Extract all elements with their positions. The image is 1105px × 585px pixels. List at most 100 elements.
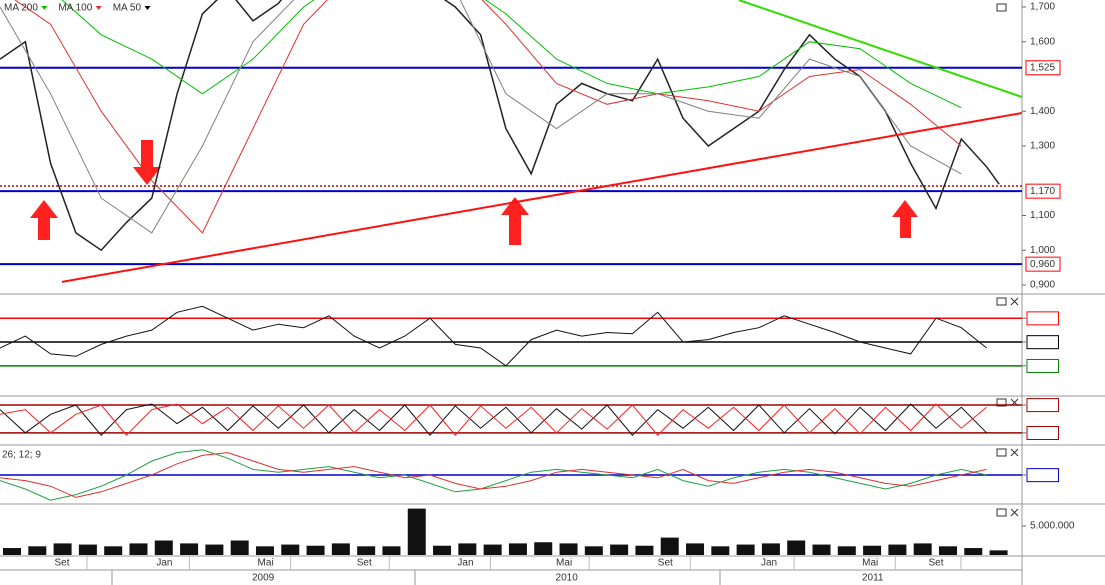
line <box>14 0 962 234</box>
volume-bar <box>837 546 856 555</box>
x-tick-label: Set <box>54 558 69 569</box>
panel <box>3 508 1008 555</box>
volume-bar <box>407 508 426 555</box>
y-tick-label: 1,100 <box>1030 210 1055 221</box>
volume-bar <box>812 544 831 555</box>
x-tick-label: Set <box>658 558 673 569</box>
label-box <box>1026 425 1059 440</box>
x-tick-label: Set <box>928 558 943 569</box>
close-icon[interactable] <box>1010 508 1019 517</box>
volume-bar <box>78 544 97 555</box>
volume-bar <box>433 545 452 555</box>
maximize-icon[interactable] <box>996 297 1007 306</box>
line <box>0 449 987 501</box>
volume-bar <box>205 544 224 555</box>
volume-bar <box>230 540 249 555</box>
up-arrow <box>892 200 918 238</box>
level-label: 1,525 <box>1030 62 1055 73</box>
line <box>738 0 1022 98</box>
legend-entry[interactable]: MA 100 <box>58 3 92 14</box>
line <box>0 0 1000 252</box>
volume-bar <box>255 546 274 555</box>
label-box <box>1026 335 1059 350</box>
line <box>0 0 962 234</box>
volume-bar <box>989 550 1008 555</box>
level-box <box>1025 60 1061 76</box>
dropdown-icon <box>41 6 48 10</box>
maximize-icon[interactable] <box>996 398 1007 407</box>
x-tick-label: Jan <box>457 558 473 569</box>
legend-entry[interactable]: MA 200 <box>4 3 38 14</box>
volume-bar <box>483 544 502 555</box>
volume-bar <box>3 548 21 555</box>
indicator-label: 26; 12; 9 <box>2 450 41 461</box>
level-box <box>1025 183 1061 199</box>
up-arrow <box>501 197 529 245</box>
volume-bar <box>180 543 199 555</box>
maximize-icon[interactable] <box>996 448 1007 457</box>
x-tick-label: Mai <box>862 558 878 569</box>
volume-bar <box>458 543 477 555</box>
volume-bar <box>306 545 325 555</box>
year-label: 2011 <box>862 573 884 584</box>
up-arrow <box>30 200 58 240</box>
close-icon[interactable] <box>1010 297 1019 306</box>
close-icon[interactable] <box>1010 448 1019 457</box>
volume-bar <box>888 544 907 555</box>
volume-bar <box>635 545 654 555</box>
volume-bar <box>736 544 755 555</box>
panel <box>0 403 1022 436</box>
label-box <box>1026 358 1059 373</box>
volume-bar <box>938 546 957 555</box>
label-box <box>1026 468 1059 483</box>
volume-bar <box>913 543 932 555</box>
volume-bar <box>660 537 679 555</box>
y-tick-label: 0,900 <box>1030 280 1055 291</box>
panel <box>0 305 1022 367</box>
x-tick-label: Jan <box>761 558 777 569</box>
volume-bar <box>382 546 401 555</box>
x-tick-label: Mai <box>556 558 572 569</box>
y-tick-label: 1,600 <box>1030 36 1055 47</box>
line <box>61 0 962 109</box>
y-tick-label: 5.000.000 <box>1030 521 1075 532</box>
label-box <box>1026 311 1059 326</box>
y-tick-label: 1,700 <box>1030 2 1055 13</box>
maximize-icon[interactable] <box>996 3 1007 12</box>
line <box>0 452 987 498</box>
year-label: 2010 <box>556 573 579 584</box>
dropdown-icon <box>144 6 151 10</box>
y-tick-label: 1,400 <box>1030 106 1055 117</box>
volume-bar <box>863 545 882 555</box>
level-box <box>1025 256 1061 272</box>
volume-bar <box>711 546 730 555</box>
volume-bar <box>559 543 578 555</box>
x-tick-label: Set <box>357 558 372 569</box>
volume-bar <box>610 544 629 555</box>
volume-bar <box>686 543 705 555</box>
x-tick-label: Mai <box>258 558 274 569</box>
volume-bar <box>28 546 47 555</box>
volume-bar <box>534 542 553 555</box>
volume-bar <box>357 546 376 555</box>
maximize-icon[interactable] <box>996 508 1007 517</box>
y-tick-label: 1,300 <box>1030 141 1055 152</box>
volume-bar <box>761 543 780 555</box>
x-tick-label: Jan <box>156 558 172 569</box>
volume-bar <box>281 544 300 555</box>
line <box>0 403 987 436</box>
volume-bar <box>964 548 983 555</box>
panel <box>0 0 1022 283</box>
y-tick-label: 1,000 <box>1030 245 1055 256</box>
line <box>0 305 987 367</box>
level-label: 1,170 <box>1030 186 1055 197</box>
legend-entry[interactable]: MA 50 <box>113 3 142 14</box>
volume-bar <box>331 543 350 555</box>
panel <box>0 449 1022 501</box>
volume-bar <box>584 546 603 555</box>
down-arrow <box>133 140 161 185</box>
volume-bar <box>53 543 72 555</box>
volume-bar <box>154 540 173 555</box>
